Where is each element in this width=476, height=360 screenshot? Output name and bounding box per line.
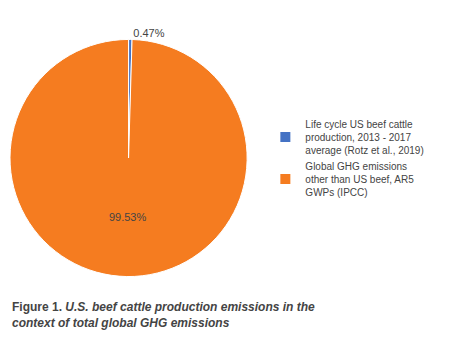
svg-text:Life cycle US beef cattleprodu: Life cycle US beef cattleproduction, 201…: [305, 119, 423, 156]
svg-text:Global GHG emissionsother than: Global GHG emissionsother than US beef, …: [305, 161, 414, 198]
svg-text:99.53%: 99.53%: [109, 211, 147, 223]
svg-text:Figure 1. U.S. beef cattle pro: Figure 1. U.S. beef cattle production em…: [12, 300, 315, 330]
svg-text:0.47%: 0.47%: [133, 27, 164, 39]
